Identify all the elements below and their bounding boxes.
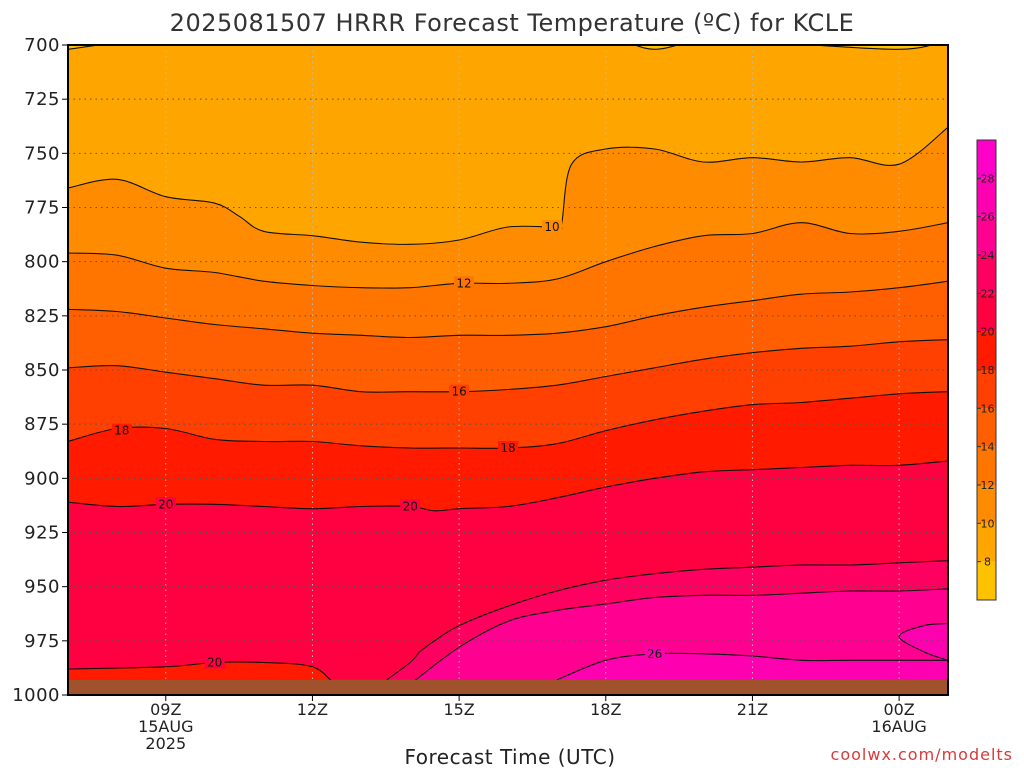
colorbar-swatch-6 xyxy=(977,561,996,600)
credit-text: coolwx.com/modelts xyxy=(831,745,1013,764)
x-tick-label-0-0: 09Z xyxy=(150,700,181,719)
colorbar-label-24: 24 xyxy=(981,249,995,262)
x-tick-label-2-0: 15Z xyxy=(443,700,474,719)
colorbar-swatch-22 xyxy=(977,255,996,294)
colorbar-label-28: 28 xyxy=(981,172,995,185)
y-tick-label-925: 925 xyxy=(24,523,60,544)
y-tick-label-750: 750 xyxy=(24,143,60,164)
contour-label-bg-4 xyxy=(498,441,518,454)
x-tick-label-0-1: 15AUG xyxy=(138,717,193,736)
y-tick-label-950: 950 xyxy=(24,577,60,598)
colorbar-swatch-18 xyxy=(977,331,996,370)
colorbar-swatch-24 xyxy=(977,216,996,255)
y-tick-label-825: 825 xyxy=(24,306,60,327)
grid-lines xyxy=(68,45,948,695)
y-tick-label-1000: 1000 xyxy=(12,685,60,706)
contour-line-14-3 xyxy=(68,280,948,339)
contour-label-bg-8 xyxy=(644,646,665,660)
contour-label-7: 20 xyxy=(207,656,222,670)
colorbar-label-8: 8 xyxy=(984,556,991,569)
contour-label-0: 10 xyxy=(544,220,559,234)
y-tick-label-850: 850 xyxy=(24,360,60,381)
colorbar-swatch-8 xyxy=(977,523,996,562)
temperature-fill xyxy=(68,45,948,695)
colorbar-label-16: 16 xyxy=(981,402,995,415)
y-axis: 700 725 750 775 800 825 850 875 900 925 950 975 1000 xyxy=(12,35,68,706)
x-tick-label-1-0: 12Z xyxy=(297,700,328,719)
contour-label-bg-5 xyxy=(155,497,176,511)
temperature-band-10 xyxy=(899,623,948,661)
contour-line-26-11 xyxy=(898,622,948,661)
contour-line-16-4 xyxy=(68,339,948,393)
contour-line-10-1 xyxy=(68,126,948,245)
contour-label-bg-0 xyxy=(542,220,562,233)
contour-label-2: 16 xyxy=(451,385,466,399)
colorbar-label-14: 14 xyxy=(981,441,995,454)
colorbar-swatch-28 xyxy=(977,140,996,179)
contour-label-3: 18 xyxy=(114,424,129,438)
colorbar-swatch-26 xyxy=(977,178,996,217)
contour-line-12-2 xyxy=(68,222,948,289)
contour-label-4: 18 xyxy=(500,441,515,455)
colorbar: 8 10 12 14 16 18 20 22 24 26 28 xyxy=(976,139,997,601)
y-tick-label-700: 700 xyxy=(24,35,60,56)
contour-label-8: 26 xyxy=(647,647,662,661)
contour-label-bg-6 xyxy=(400,499,421,513)
contour-label-bg-1 xyxy=(454,276,474,290)
chart-title: 2025081507 HRRR Forecast Temperature (ºC… xyxy=(170,9,855,37)
colorbar-swatch-20 xyxy=(977,293,996,332)
colorbar-label-12: 12 xyxy=(981,479,995,492)
colorbar-label-10: 10 xyxy=(981,517,995,530)
contour-label-5: 20 xyxy=(158,497,173,511)
x-tick-label-5-0: 00Z xyxy=(883,700,914,719)
contour-line-24-9 xyxy=(409,588,948,685)
contour-line-26-10 xyxy=(556,652,948,681)
x-tick-label-3-0: 18Z xyxy=(590,700,621,719)
y-tick-label-800: 800 xyxy=(24,252,60,273)
x-tick-label-4-0: 21Z xyxy=(737,700,768,719)
contour-label-bg-2 xyxy=(449,384,470,398)
colorbar-label-22: 22 xyxy=(981,287,995,300)
x-axis-label: Forecast Time (UTC) xyxy=(404,745,615,768)
x-tick-label-5-1: 16AUG xyxy=(871,717,926,736)
colorbar-swatch-14 xyxy=(977,408,996,447)
contour-label-bg-3 xyxy=(111,423,132,437)
surface-ground xyxy=(68,679,948,695)
contour-line-22-8 xyxy=(380,560,948,685)
y-tick-label-775: 775 xyxy=(24,198,60,219)
y-tick-label-900: 900 xyxy=(24,468,60,489)
plot-area: 10 12 16 18 18 20 20 20 26 xyxy=(67,44,949,696)
y-tick-label-875: 875 xyxy=(24,414,60,435)
contour-label-bg-7 xyxy=(204,655,225,669)
y-tick-label-975: 975 xyxy=(24,631,60,652)
contour-label-6: 20 xyxy=(403,500,418,514)
contour-line-20-6 xyxy=(68,460,948,512)
colorbar-label-18: 18 xyxy=(981,364,995,377)
y-tick-label-725: 725 xyxy=(24,89,60,110)
contour-label-1: 12 xyxy=(456,276,471,290)
colorbar-swatch-16 xyxy=(977,370,996,409)
colorbar-label-20: 20 xyxy=(981,326,995,339)
colorbar-swatch-10 xyxy=(977,485,996,524)
colorbar-swatch-12 xyxy=(977,446,996,485)
x-tick-label-0-2: 2025 xyxy=(145,734,186,753)
colorbar-label-26: 26 xyxy=(981,211,995,224)
